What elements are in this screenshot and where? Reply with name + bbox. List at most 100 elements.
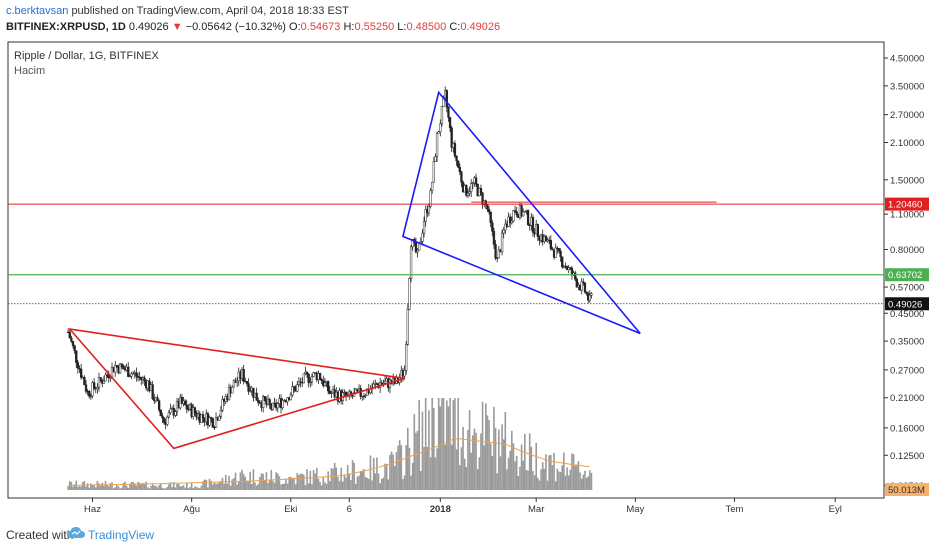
volume-bar [491,455,494,490]
y-tick-label: 0.80000 [890,245,924,256]
volume-bar [317,478,320,490]
price-candle-body [419,241,422,244]
volume-bar [70,482,73,490]
price-candle-body [302,373,305,384]
volume-bar [496,473,498,490]
volume-bar [385,463,388,490]
price-candle-body [162,417,166,423]
price-candle-body [185,404,188,410]
price-candle-body [484,200,487,206]
price-candle-body [88,390,91,397]
volume-bar [434,457,437,490]
volume-bar [389,454,391,490]
price-candle-body [99,377,102,381]
price-candle-body [231,386,234,394]
price-tag-box [885,268,929,282]
volume-bar [304,485,307,490]
price-candle-body [268,399,271,405]
volume-bar [545,454,547,490]
volume-bar [228,475,230,490]
volume-bar [281,483,284,490]
volume-bar [582,474,585,490]
author-link[interactable]: c.berktavsan [6,5,69,17]
volume-bar [405,445,407,490]
volume-bar [194,486,196,490]
y-tick-label: 1.10000 [890,210,924,221]
volume-bar [519,466,521,490]
volume-bar [275,472,277,490]
volume-bar [354,483,357,490]
price-candle-body [466,192,470,196]
volume-bar [338,481,341,490]
price-candle-body [580,281,583,291]
price-candle-body [309,381,312,384]
volume-bar [176,483,178,490]
volume-bar [499,456,502,490]
volume-bar [532,470,534,490]
volume-bar [420,471,422,490]
volume-bar [267,483,269,490]
volume-bar [504,412,507,490]
volume-bar [195,486,198,490]
price-candle-body [509,216,512,224]
volume-bar [80,486,82,490]
volume-bar [78,486,81,490]
volume-bar [480,433,482,490]
publish-info: published on TradingView.com, April 04, … [71,5,349,17]
price-candle-body [557,248,561,252]
volume-bar [85,486,87,490]
volume-bar [452,400,455,490]
volume-bar [138,482,141,490]
volume-bar [132,482,134,490]
price-candle-body [307,373,310,384]
volume-bar [569,469,572,490]
volume-bar [174,487,177,490]
volume-bar [353,462,355,490]
open-value: 0.54673 [300,21,341,33]
volume-bar [184,487,186,490]
volume-bar [320,485,323,490]
tradingview-brand-link[interactable]: TradingView [88,528,155,542]
tradingview-cloud-icon[interactable] [66,526,86,545]
volume-bar [294,484,297,490]
price-candle-body [247,383,250,392]
volume-bar [148,488,151,490]
y-tick-label: 0.35000 [890,337,924,348]
price-chart[interactable]: Ripple / Dollar, 1G, BITFINEX Hacim 4.50… [0,38,932,520]
volume-bar [424,398,427,490]
volume-bar [263,480,266,490]
volume-bar [244,476,247,490]
y-tick-label: 2.10000 [890,138,924,149]
volume-bar [330,468,333,490]
price-candle-body [245,381,249,384]
volume-bar [207,487,209,490]
volume-bar [356,476,359,490]
volume-bar [67,486,69,490]
volume-bar [376,457,378,490]
volume-bar [159,483,162,490]
price-candle-body [249,390,252,392]
volume-bar [506,469,508,490]
volume-bar [298,475,300,490]
volume-bar [218,482,221,490]
volume-bar [512,443,515,490]
volume-bar [486,415,489,490]
volume-bar [260,473,263,490]
price-candle-body [429,190,432,207]
volume-bar [411,462,414,490]
volume-bar [384,463,386,490]
price-candle-body [296,384,299,392]
volume-bar [436,448,438,490]
price-candle-body [489,211,492,223]
price-candle-body [102,380,106,384]
volume-bar [473,428,476,490]
volume-bar [390,451,393,490]
volume-bar [363,469,365,490]
volume-bar [395,452,398,490]
price-candle-body [276,403,279,409]
price-candle-body [583,282,587,293]
price-candle-body [512,210,515,222]
price-candle-body [470,183,473,192]
volume-bar [429,457,432,490]
